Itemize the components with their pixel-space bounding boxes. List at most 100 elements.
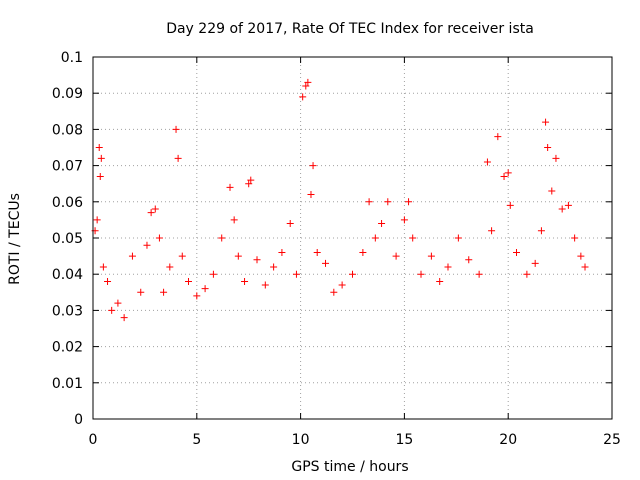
data-point xyxy=(292,270,300,278)
data-point xyxy=(245,180,253,188)
y-tick-label: 0.01 xyxy=(52,376,83,392)
data-point xyxy=(128,252,136,260)
data-point xyxy=(309,162,317,170)
data-point xyxy=(155,234,163,242)
data-point xyxy=(581,263,589,271)
data-point xyxy=(104,277,112,285)
data-point xyxy=(97,154,105,162)
data-point xyxy=(384,198,392,206)
y-tick-label: 0.07 xyxy=(52,159,83,175)
x-tick-labels: 0 5 10 15 20 25 xyxy=(89,432,621,448)
data-point xyxy=(417,270,425,278)
data-point xyxy=(96,172,104,180)
data-point xyxy=(330,288,338,296)
data-point xyxy=(270,263,278,271)
data-point xyxy=(241,277,249,285)
data-point xyxy=(359,248,367,256)
data-point xyxy=(302,82,310,90)
data-point xyxy=(475,270,483,278)
y-tick-label: 0.04 xyxy=(52,267,83,283)
y-tick-label: 0.08 xyxy=(52,122,83,138)
data-point xyxy=(184,277,192,285)
y-tick-labels: 0 0.01 0.02 0.03 0.04 0.05 0.06 0.07 0.08 0.09 0.1 xyxy=(52,50,83,428)
data-point xyxy=(209,270,217,278)
data-point xyxy=(571,234,579,242)
data-point xyxy=(544,144,552,151)
data-point xyxy=(261,281,269,289)
data-points xyxy=(91,78,589,322)
data-point xyxy=(542,118,550,126)
data-point xyxy=(454,234,462,242)
data-point xyxy=(564,201,572,209)
y-tick-label: 0.09 xyxy=(52,86,83,102)
data-point xyxy=(178,252,186,260)
data-point xyxy=(93,216,101,224)
plot-frame xyxy=(92,56,613,420)
x-tick-label: 25 xyxy=(603,432,621,448)
data-point xyxy=(313,248,321,256)
data-point xyxy=(99,263,107,271)
data-point xyxy=(193,292,201,300)
data-point xyxy=(253,256,261,264)
x-tick-label: 5 xyxy=(192,432,201,448)
y-tick-label: 0.03 xyxy=(52,303,83,319)
data-point xyxy=(322,259,330,267)
data-point xyxy=(558,205,566,213)
data-point xyxy=(552,154,560,162)
data-point xyxy=(465,256,473,264)
data-point xyxy=(95,144,103,151)
x-axis-label: GPS time / hours xyxy=(291,459,408,475)
y-tick-label: 0.05 xyxy=(52,231,83,247)
y-tick-label: 0.06 xyxy=(52,195,83,211)
data-point xyxy=(392,252,400,260)
y-tick-label: 0.1 xyxy=(61,50,83,66)
data-point xyxy=(307,191,315,199)
data-point xyxy=(405,198,413,206)
data-point xyxy=(174,154,182,162)
data-point xyxy=(304,78,312,86)
data-point xyxy=(120,314,128,322)
data-point xyxy=(365,198,373,206)
data-point xyxy=(444,263,452,271)
x-tick-label: 20 xyxy=(499,432,517,448)
data-point xyxy=(378,220,386,228)
data-point xyxy=(160,288,168,296)
data-point xyxy=(247,176,255,184)
data-point xyxy=(427,252,435,260)
data-point xyxy=(201,285,209,293)
data-point xyxy=(147,209,155,217)
grid-lines xyxy=(93,57,612,419)
data-point xyxy=(371,234,379,242)
data-point xyxy=(172,125,180,133)
data-point xyxy=(114,299,122,307)
data-point xyxy=(286,220,294,228)
data-point xyxy=(531,259,539,267)
data-point xyxy=(506,201,514,209)
data-point xyxy=(537,227,545,235)
chart-title: Day 229 of 2017, Rate Of TEC Index for r… xyxy=(166,21,534,37)
data-point xyxy=(409,234,417,242)
x-tick-label: 10 xyxy=(292,432,310,448)
data-point xyxy=(234,252,242,260)
y-tick-label: 0 xyxy=(74,412,83,428)
data-point xyxy=(548,187,556,195)
data-point xyxy=(338,281,346,289)
data-point xyxy=(349,270,356,278)
axis-ticks xyxy=(92,56,613,420)
data-point xyxy=(108,306,116,314)
data-point xyxy=(436,277,444,285)
x-tick-label: 15 xyxy=(395,432,413,448)
data-point xyxy=(218,234,226,242)
data-point xyxy=(230,216,238,224)
data-point xyxy=(500,172,508,180)
data-point xyxy=(577,252,585,260)
data-point xyxy=(513,248,521,256)
data-point xyxy=(143,241,151,249)
data-point xyxy=(483,158,491,166)
data-point xyxy=(278,248,286,256)
data-point xyxy=(488,227,496,235)
data-point xyxy=(299,93,307,101)
data-point xyxy=(137,288,145,296)
data-point xyxy=(504,169,512,177)
